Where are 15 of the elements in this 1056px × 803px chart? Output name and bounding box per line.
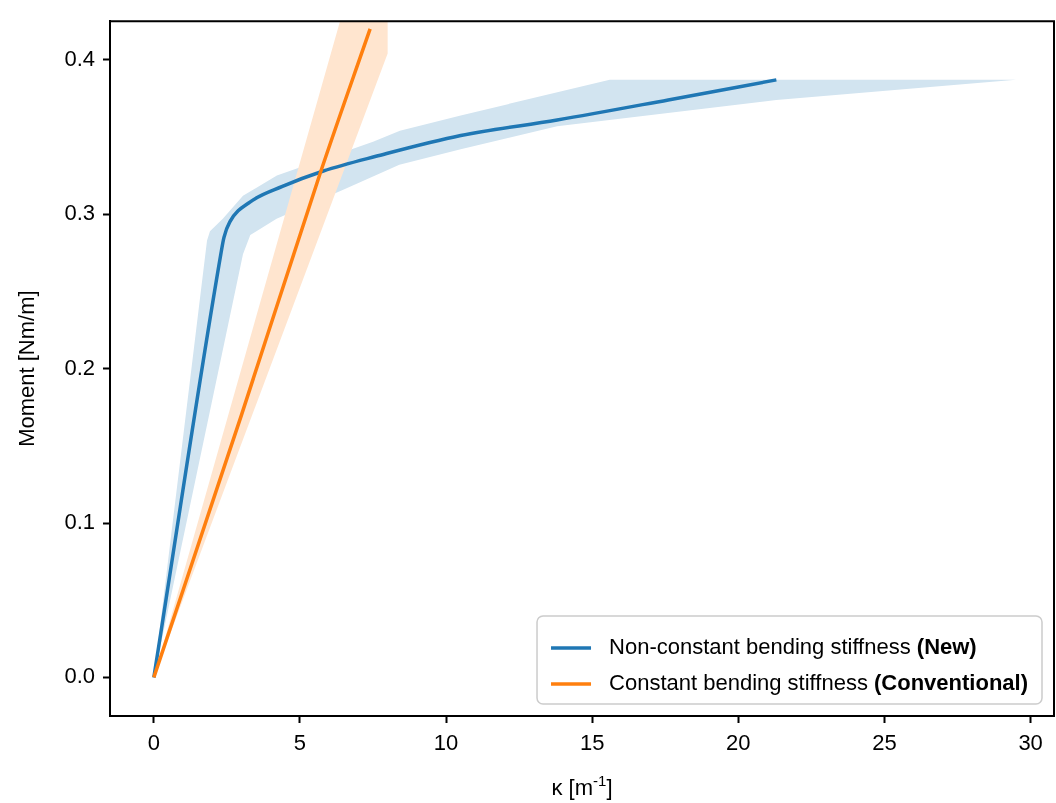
y-tick-label: 0.0 (64, 663, 95, 689)
x-tick-label: 25 (872, 730, 897, 756)
x-tick-label: 0 (147, 730, 160, 756)
legend-label: Non-constant bending stiffness (New) (609, 634, 977, 660)
legend-label: Constant bending stiffness (Conventional) (609, 670, 1029, 696)
y-tick-label: 0.4 (64, 45, 95, 71)
x-tick-label: 30 (1018, 730, 1043, 756)
y-tick-label: 0.2 (64, 354, 95, 380)
x-tick-label: 5 (293, 730, 307, 756)
x-tick-label: 15 (579, 730, 605, 756)
x-tick-label: 20 (726, 730, 751, 756)
y-tick-label: 0.1 (64, 509, 95, 535)
x-tick-label: 10 (433, 730, 459, 756)
y-tick-label: 0.3 (64, 200, 95, 226)
y-axis-title: Moment [Nm/m] (14, 290, 39, 447)
